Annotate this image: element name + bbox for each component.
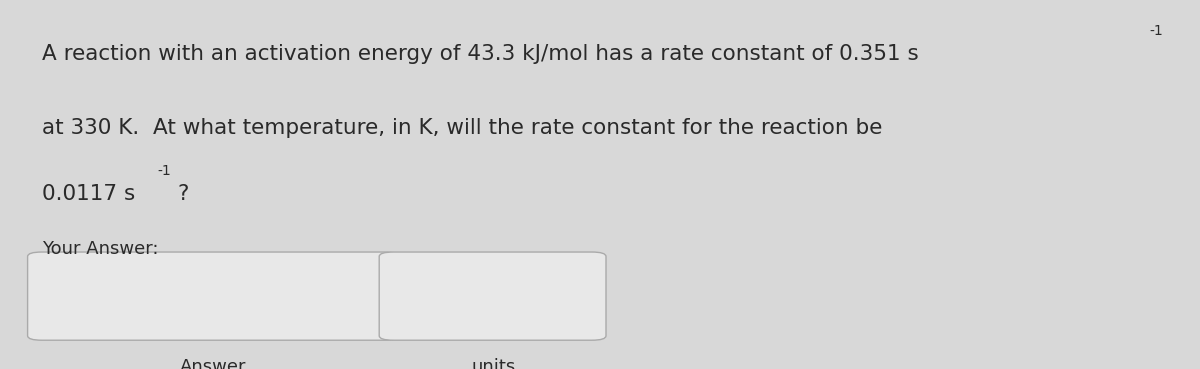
Text: Answer: Answer — [180, 358, 247, 369]
Text: at 330 K.  At what temperature, in K, will the rate constant for the reaction be: at 330 K. At what temperature, in K, wil… — [42, 118, 882, 138]
Text: ?: ? — [178, 184, 188, 204]
Text: 0.0117 s: 0.0117 s — [42, 184, 136, 204]
Text: -1: -1 — [1150, 24, 1163, 38]
Text: A reaction with an activation energy of 43.3 kJ/mol has a rate constant of 0.351: A reaction with an activation energy of … — [42, 44, 919, 64]
FancyBboxPatch shape — [28, 252, 398, 340]
Text: -1: -1 — [157, 164, 170, 178]
FancyBboxPatch shape — [379, 252, 606, 340]
Text: Your Answer:: Your Answer: — [42, 240, 158, 258]
Text: units: units — [472, 358, 515, 369]
